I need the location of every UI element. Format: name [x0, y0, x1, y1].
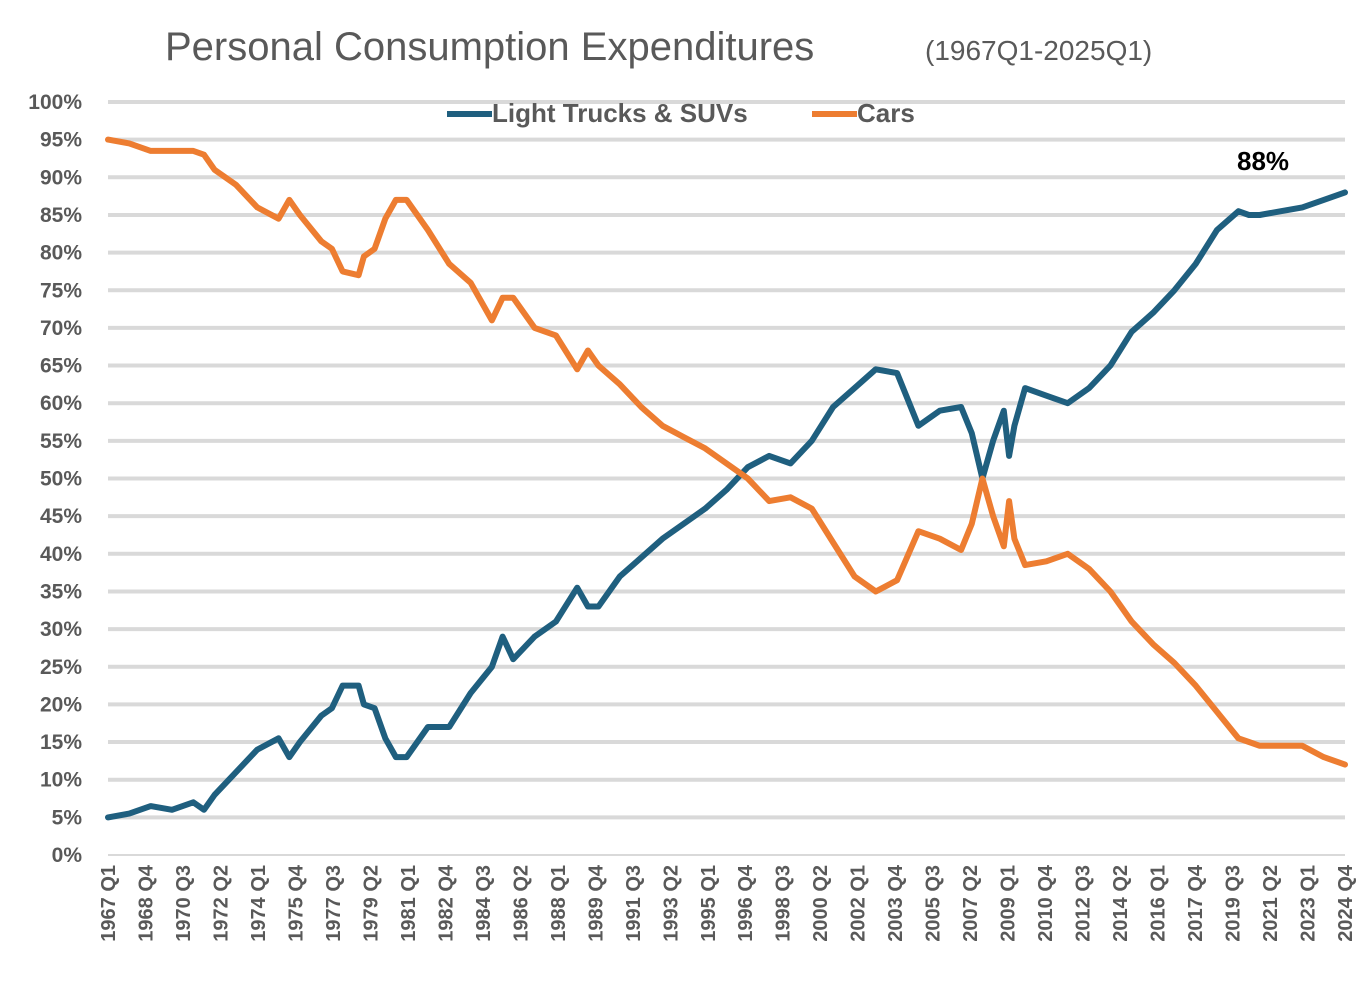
x-tick-label: 1979 Q2	[360, 865, 382, 942]
x-tick-label: 1984 Q3	[473, 865, 495, 942]
legend-label-cars: Cars	[857, 98, 915, 128]
x-tick-label: 1981 Q1	[398, 865, 420, 942]
y-tick-label: 30%	[40, 618, 82, 641]
y-tick-label: 95%	[40, 129, 82, 152]
series-line-cars	[105, 136, 1348, 768]
y-tick-label: 15%	[40, 731, 82, 754]
y-tick-label: 85%	[40, 204, 82, 227]
y-tick-label: 90%	[40, 166, 82, 189]
x-tick-label: 2010 Q4	[1035, 864, 1057, 942]
gridlines	[108, 100, 1345, 856]
y-axis-ticks: 0% 5% 10% 15% 20% 25% 30% 35% 40% 45% 50% 55% 60% 65%…	[28, 91, 82, 867]
y-tick-label: 45%	[40, 505, 82, 528]
x-tick-label: 1995 Q1	[698, 865, 720, 942]
x-tick-label: 1972 Q2	[210, 865, 232, 942]
x-tick-label: 2019 Q3	[1223, 865, 1245, 942]
chart-subtitle: (1967Q1-2025Q1)	[925, 35, 1152, 66]
x-tick-label: 1998 Q3	[773, 865, 795, 942]
x-tick-label: 1977 Q3	[323, 865, 345, 942]
x-tick-label: 2024 Q4	[1335, 864, 1357, 942]
x-tick-label: 2000 Q2	[810, 865, 832, 942]
y-tick-label: 75%	[40, 279, 82, 302]
y-tick-label: 65%	[40, 355, 82, 378]
y-tick-label: 50%	[40, 468, 82, 491]
chart-title: Personal Consumption Expenditures	[165, 25, 814, 69]
x-tick-label: 2005 Q3	[923, 865, 945, 942]
x-tick-label: 1996 Q4	[735, 864, 757, 942]
x-tick-label: 1968 Q4	[135, 864, 157, 942]
y-tick-label: 80%	[40, 242, 82, 265]
x-tick-label: 1970 Q3	[173, 865, 195, 942]
x-tick-label: 1986 Q2	[510, 865, 532, 942]
x-tick-label: 2012 Q3	[1073, 865, 1095, 942]
x-tick-label: 2021 Q2	[1260, 865, 1282, 942]
legend-label-light-trucks: Light Trucks & SUVs	[492, 98, 748, 128]
y-tick-label: 70%	[40, 317, 82, 340]
y-tick-label: 100%	[28, 91, 82, 114]
x-tick-label: 1974 Q1	[248, 865, 270, 942]
x-tick-label: 1982 Q4	[435, 864, 457, 942]
x-tick-label: 2023 Q1	[1298, 865, 1320, 942]
y-tick-label: 40%	[40, 543, 82, 566]
annotation-88-percent: 88%	[1237, 146, 1289, 176]
series-line-light-trucks	[105, 189, 1348, 821]
x-tick-label: 2007 Q2	[960, 865, 982, 942]
x-tick-label: 2016 Q1	[1148, 865, 1170, 942]
legend: Light Trucks & SUVs Cars	[447, 98, 915, 128]
x-tick-label: 1991 Q3	[623, 865, 645, 942]
x-tick-label: 2003 Q4	[885, 864, 907, 942]
y-tick-label: 60%	[40, 392, 82, 415]
x-tick-label: 1993 Q2	[660, 865, 682, 942]
x-tick-label: 1988 Q1	[548, 865, 570, 942]
y-tick-label: 55%	[40, 430, 82, 453]
series-lines	[105, 136, 1348, 821]
x-axis-ticks: 1967 Q1 1968 Q4 1970 Q3 1972 Q2 1974 Q1 1975 …	[98, 864, 1357, 942]
y-tick-label: 10%	[40, 769, 82, 792]
x-tick-label: 2014 Q2	[1110, 865, 1132, 942]
y-tick-label: 35%	[40, 580, 82, 603]
y-tick-label: 5%	[52, 806, 83, 829]
x-tick-label: 2002 Q1	[848, 865, 870, 942]
x-tick-label: 1967 Q1	[98, 865, 120, 942]
x-tick-label: 1989 Q4	[585, 864, 607, 942]
x-tick-label: 2009 Q1	[998, 865, 1020, 942]
y-tick-label: 20%	[40, 693, 82, 716]
y-tick-label: 0%	[52, 844, 83, 867]
x-tick-label: 1975 Q4	[285, 864, 307, 942]
x-tick-label: 2017 Q4	[1185, 864, 1207, 942]
y-tick-label: 25%	[40, 656, 82, 679]
